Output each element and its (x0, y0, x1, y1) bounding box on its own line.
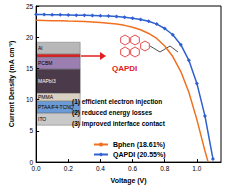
svg-text:15: 15 (26, 65, 34, 72)
svg-text:10: 10 (26, 96, 34, 103)
svg-text:ITO: ITO (38, 116, 46, 122)
svg-text:PCBM: PCBM (38, 60, 52, 66)
svg-text:0.6: 0.6 (128, 165, 137, 172)
svg-text:20: 20 (26, 34, 34, 41)
svg-text:Al: Al (38, 45, 42, 51)
svg-text:(2) reduced energy losses: (2) reduced energy losses (72, 109, 153, 117)
svg-text:PMMA: PMMA (38, 94, 54, 100)
svg-text:(3) improved interface contact: (3) improved interface contact (72, 120, 166, 128)
svg-text:Current Density (mA cm⁻²): Current Density (mA cm⁻²) (8, 41, 16, 128)
svg-text:0.8: 0.8 (160, 165, 169, 172)
svg-text:5: 5 (30, 127, 34, 134)
svg-text:Voltage (V): Voltage (V) (111, 177, 147, 185)
svg-text:(1) efficient electron injecti: (1) efficient electron injection (72, 98, 162, 106)
svg-text:Bphen (18.61%): Bphen (18.61%) (113, 141, 165, 149)
svg-text:QAPDI: QAPDI (112, 64, 137, 73)
svg-text:MAPbI3: MAPbI3 (38, 78, 56, 84)
svg-text:0: 0 (29, 158, 34, 166)
svg-text:1.0: 1.0 (192, 165, 201, 172)
svg-text:0.2: 0.2 (64, 165, 73, 172)
svg-text:PTAA/F4-TCNQ: PTAA/F4-TCNQ (38, 104, 74, 110)
svg-text:QAPDI (20.55%): QAPDI (20.55%) (113, 151, 166, 159)
svg-text:0.0: 0.0 (32, 165, 41, 172)
svg-text:0.4: 0.4 (96, 165, 105, 172)
svg-text:25: 25 (26, 3, 34, 10)
